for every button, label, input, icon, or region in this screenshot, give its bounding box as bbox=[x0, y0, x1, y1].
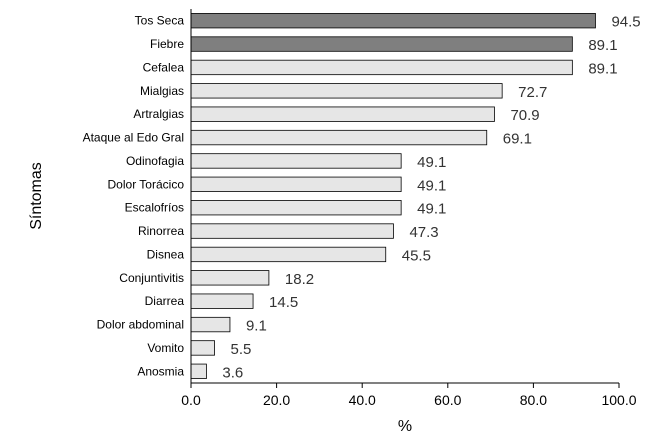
bar-15 bbox=[190, 363, 207, 379]
value-label-13: 9.1 bbox=[246, 318, 267, 335]
category-label-15: Anosmia bbox=[137, 364, 184, 378]
category-label-12: Diarrea bbox=[145, 294, 185, 308]
bar-9 bbox=[190, 223, 394, 239]
bar-5 bbox=[190, 129, 488, 146]
value-label-7: 49.1 bbox=[417, 177, 446, 194]
bar-11 bbox=[190, 270, 270, 286]
x-tick-label-4: 80.0 bbox=[520, 392, 547, 408]
x-axis-title: % bbox=[398, 418, 412, 435]
bar-3 bbox=[190, 83, 503, 99]
x-tick-label-3: 60.0 bbox=[434, 392, 461, 408]
value-label-10: 45.5 bbox=[402, 247, 431, 264]
x-tick-label-2: 40.0 bbox=[349, 392, 376, 408]
value-label-8: 49.1 bbox=[417, 201, 446, 218]
value-label-0: 94.5 bbox=[611, 14, 640, 31]
category-label-13: Dolor abdominal bbox=[97, 318, 184, 332]
category-label-1: Fiebre bbox=[150, 37, 184, 51]
bar-13 bbox=[190, 316, 231, 333]
bar-0 bbox=[190, 13, 596, 29]
category-label-4: Artralgias bbox=[133, 107, 184, 121]
bar-6 bbox=[190, 153, 402, 169]
category-labels: Tos Seca Fiebre Cefalea Mialgias Artralgias A… bbox=[83, 14, 185, 379]
category-label-0: Tos Seca bbox=[135, 14, 185, 28]
category-label-2: Cefalea bbox=[143, 60, 185, 74]
bar-12 bbox=[190, 293, 254, 309]
category-label-7: Dolor Torácico bbox=[108, 177, 185, 191]
x-axis-ticks: 0.0 20.0 40.0 60.0 80.0 100.0 bbox=[181, 383, 637, 408]
category-label-5: Ataque al Edo Gral bbox=[83, 131, 184, 145]
category-label-10: Disnea bbox=[147, 247, 185, 261]
x-tick-label-5: 100.0 bbox=[601, 392, 636, 408]
value-label-3: 72.7 bbox=[518, 84, 547, 101]
value-labels: 94.5 89.1 89.1 72.7 70.9 69.1 49.1 49.1 49.1 47.3… bbox=[222, 14, 640, 382]
value-label-9: 47.3 bbox=[409, 224, 438, 241]
category-label-14: Vomito bbox=[147, 341, 184, 355]
bar-2 bbox=[190, 59, 573, 76]
category-label-8: Escalofríos bbox=[125, 201, 184, 215]
value-label-5: 69.1 bbox=[503, 131, 532, 148]
category-label-11: Conjuntivitis bbox=[119, 271, 184, 285]
category-label-6: Odinofagia bbox=[126, 154, 184, 168]
x-tick-label-0: 0.0 bbox=[181, 392, 201, 408]
x-tick-label-1: 20.0 bbox=[263, 392, 290, 408]
category-label-9: Rinorrea bbox=[138, 224, 184, 238]
category-label-3: Mialgias bbox=[140, 84, 184, 98]
value-label-4: 70.9 bbox=[510, 107, 539, 124]
bar-4 bbox=[190, 106, 495, 122]
value-label-2: 89.1 bbox=[588, 60, 617, 77]
bar-7 bbox=[190, 176, 402, 192]
bar-1 bbox=[190, 36, 573, 52]
bar-14 bbox=[190, 340, 215, 356]
value-label-15: 3.6 bbox=[222, 364, 243, 381]
value-label-1: 89.1 bbox=[588, 37, 617, 54]
value-label-14: 5.5 bbox=[231, 341, 252, 358]
value-label-12: 14.5 bbox=[269, 294, 298, 311]
value-label-11: 18.2 bbox=[285, 271, 314, 288]
bar-10 bbox=[190, 246, 387, 263]
bar-8 bbox=[190, 200, 402, 216]
y-axis-title: Síntomas bbox=[28, 162, 45, 230]
value-label-6: 49.1 bbox=[417, 154, 446, 171]
